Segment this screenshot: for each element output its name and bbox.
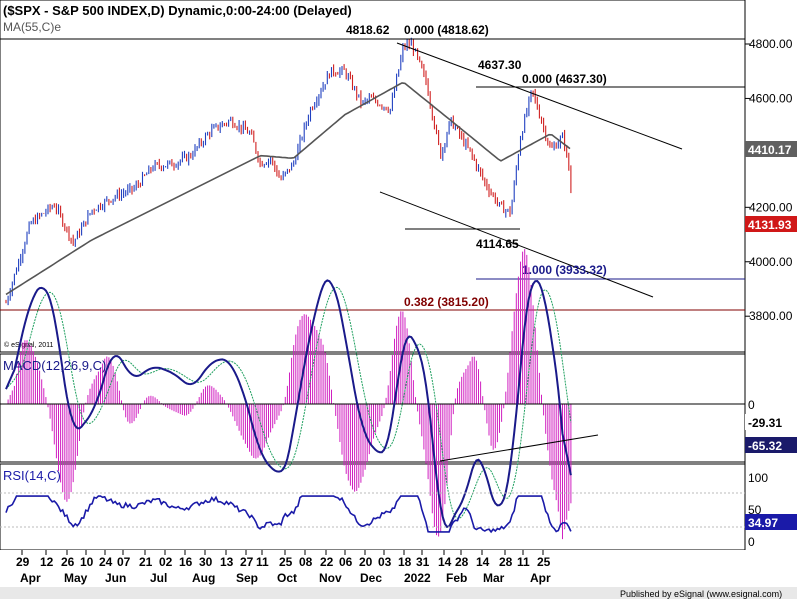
macd-line <box>5 279 572 529</box>
time-tick-day: 02 <box>159 555 173 569</box>
time-tick-day: 13 <box>220 555 234 569</box>
time-tick-day: 27 <box>240 555 254 569</box>
time-tick-day: 14 <box>476 555 490 569</box>
time-tick-month: May <box>64 571 88 585</box>
macd-signal-value: -29.31 <box>748 416 782 430</box>
time-tick-day: 06 <box>339 555 353 569</box>
time-tick-month: Jul <box>150 571 167 585</box>
price-tick-label: 4000.00 <box>749 255 793 269</box>
time-tick-day: 30 <box>199 555 213 569</box>
time-tick-day: 25 <box>279 555 293 569</box>
time-tick-day: 12 <box>40 555 54 569</box>
price-axis: 4800.00 4600.00 4200.00 4000.00 3800.00 <box>745 37 793 323</box>
label-fib-382: 0.382 (3815.20) <box>404 295 489 309</box>
time-tick-day: 10 <box>80 555 94 569</box>
time-tick-month: Jun <box>105 571 126 585</box>
time-tick-day: 21 <box>139 555 153 569</box>
time-tick-day: 20 <box>359 555 373 569</box>
rsi-tick-100: 100 <box>748 471 768 485</box>
price-tick-label: 4200.00 <box>749 200 793 214</box>
time-tick-day: 03 <box>378 555 392 569</box>
macd-zero-tick: 0 <box>748 398 755 412</box>
time-tick-month: Apr <box>20 571 41 585</box>
time-tick-day: 11 <box>256 555 269 569</box>
label-high2-fib: 0.000 (4637.30) <box>522 72 607 86</box>
chart-title: ($SPX - S&P 500 INDEX,D) Dynamic,0:00-24… <box>3 3 352 18</box>
time-tick-day: 26 <box>61 555 75 569</box>
time-tick-day: 25 <box>537 555 551 569</box>
footer-credit: Published by eSignal (www.esignal.com) <box>620 589 782 599</box>
rsi-tick-0: 0 <box>748 535 755 549</box>
price-tick-label: 4800.00 <box>749 37 793 51</box>
time-tick-month: Sep <box>236 571 258 585</box>
time-tick-month: Oct <box>277 571 297 585</box>
time-tick-day: 31 <box>416 555 430 569</box>
label-fib-100: 1.000 (3933.32) <box>522 263 607 277</box>
rsi-line <box>5 495 572 534</box>
ma-value-box <box>745 141 797 157</box>
time-axis: 29 12 26 10 24 07 21 02 16 30 13 27 11 25 08 22 06 20 03 18… <box>16 550 551 585</box>
rsi-value-box <box>745 514 797 530</box>
time-tick-month: Apr <box>530 571 551 585</box>
macd-value-box <box>745 437 797 453</box>
label-high: 4818.62 <box>346 23 390 37</box>
candlestick-series <box>5 37 572 306</box>
time-tick-month: 2022 <box>404 571 431 585</box>
label-low: 4114.65 <box>476 237 519 251</box>
macd-signal-line <box>5 286 572 519</box>
time-tick-day: 14 <box>438 555 452 569</box>
macd-signal-box <box>745 414 797 430</box>
time-tick-month: Dec <box>360 571 382 585</box>
time-tick-month: Nov <box>319 571 342 585</box>
rsi-panel <box>0 463 746 551</box>
rsi-label: RSI(14,C) <box>3 468 61 483</box>
lower-trendline <box>379 191 654 298</box>
time-tick-day: 29 <box>16 555 30 569</box>
ma-55-line <box>5 82 571 296</box>
macd-label: MACD(12,26,9,C) <box>3 358 106 373</box>
price-tick-label: 3800.00 <box>749 309 793 323</box>
time-tick-month: Feb <box>446 571 467 585</box>
price-axis-area <box>745 0 797 550</box>
time-tick-day: 24 <box>99 555 113 569</box>
rsi-tick-50: 50 <box>748 503 762 517</box>
time-tick-day: 08 <box>299 555 313 569</box>
time-tick-day: 07 <box>117 555 131 569</box>
ma-legend: MA(55,C)e <box>3 20 61 34</box>
time-tick-day: 18 <box>398 555 412 569</box>
price-tick-label: 4600.00 <box>749 91 793 105</box>
ma-value: 4410.17 <box>748 143 792 157</box>
macd-value: -65.32 <box>748 439 782 453</box>
time-tick-day: 28 <box>499 555 513 569</box>
price-panel <box>0 0 746 353</box>
macd-trendline <box>439 434 599 462</box>
time-tick-month: Aug <box>192 571 215 585</box>
label-high-fib: 0.000 (4818.62) <box>404 23 489 37</box>
time-tick-day: 16 <box>179 555 193 569</box>
upper-trendline <box>396 42 683 150</box>
time-tick-day: 11 <box>517 555 530 569</box>
last-price-box <box>745 216 797 232</box>
rsi-value: 34.97 <box>748 516 778 530</box>
time-tick-month: Mar <box>483 571 505 585</box>
macd-panel <box>0 353 746 463</box>
last-price: 4131.93 <box>748 218 792 232</box>
time-tick-day: 28 <box>455 555 469 569</box>
label-high2: 4637.30 <box>478 58 522 72</box>
time-tick-day: 22 <box>320 555 334 569</box>
